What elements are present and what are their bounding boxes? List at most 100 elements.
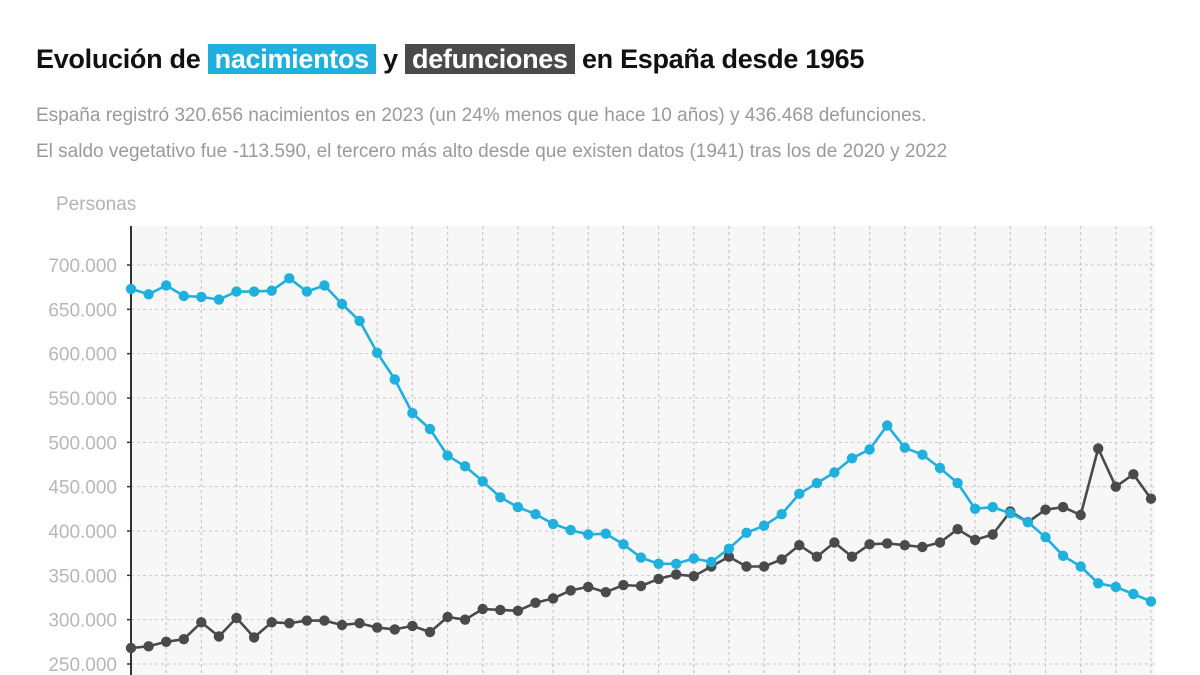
- data-point-nacimientos-1968[interactable]: [178, 290, 189, 302]
- data-point-nacimientos-2005[interactable]: [829, 467, 840, 478]
- data-point-nacimientos-2009[interactable]: [899, 442, 910, 453]
- data-point-nacimientos-2014[interactable]: [987, 501, 998, 513]
- data-point-nacimientos-1997[interactable]: [688, 553, 699, 564]
- data-point-defunciones-1975[interactable]: [301, 615, 313, 626]
- data-point-nacimientos-1994[interactable]: [635, 552, 647, 563]
- data-point-defunciones-1995[interactable]: [653, 573, 664, 585]
- data-point-defunciones-1970[interactable]: [213, 631, 225, 642]
- data-point-defunciones-2009[interactable]: [899, 540, 910, 551]
- data-point-defunciones-2010[interactable]: [917, 541, 928, 553]
- data-point-defunciones-2000[interactable]: [741, 561, 752, 572]
- data-point-defunciones-1986[interactable]: [495, 604, 506, 616]
- data-point-defunciones-2021[interactable]: [1110, 481, 1122, 492]
- data-point-defunciones-1993[interactable]: [618, 579, 629, 591]
- data-point-defunciones-2012[interactable]: [952, 524, 963, 535]
- data-point-nacimientos-1980[interactable]: [389, 374, 400, 385]
- data-point-nacimientos-1974[interactable]: [284, 273, 295, 284]
- data-point-nacimientos-1988[interactable]: [530, 509, 541, 520]
- data-point-defunciones-2011[interactable]: [934, 537, 946, 548]
- data-point-nacimientos-1986[interactable]: [495, 492, 506, 503]
- data-point-defunciones-1974[interactable]: [284, 618, 295, 629]
- data-point-nacimientos-2017[interactable]: [1040, 532, 1051, 543]
- data-point-defunciones-2004[interactable]: [811, 551, 823, 562]
- data-point-defunciones-2001[interactable]: [758, 561, 770, 572]
- data-point-defunciones-1966[interactable]: [143, 641, 154, 652]
- data-point-defunciones-1979[interactable]: [372, 622, 383, 633]
- data-point-defunciones-1977[interactable]: [336, 619, 348, 631]
- data-point-nacimientos-1977[interactable]: [336, 298, 348, 310]
- data-point-defunciones-2005[interactable]: [829, 537, 840, 548]
- data-point-nacimientos-2007[interactable]: [864, 444, 875, 455]
- data-point-nacimientos-1996[interactable]: [671, 558, 682, 569]
- data-point-nacimientos-2022[interactable]: [1128, 588, 1139, 600]
- data-point-defunciones-1972[interactable]: [248, 632, 260, 643]
- data-point-defunciones-2023[interactable]: [1145, 493, 1157, 504]
- data-point-defunciones-1969[interactable]: [196, 617, 207, 628]
- data-point-defunciones-1999[interactable]: [723, 551, 735, 562]
- data-point-defunciones-2008[interactable]: [882, 538, 893, 549]
- data-point-nacimientos-2021[interactable]: [1110, 581, 1122, 593]
- data-point-nacimientos-2008[interactable]: [882, 420, 893, 431]
- data-point-defunciones-2020[interactable]: [1093, 443, 1104, 454]
- data-point-defunciones-2022[interactable]: [1128, 469, 1139, 480]
- data-point-defunciones-1990[interactable]: [565, 585, 576, 596]
- data-point-defunciones-1982[interactable]: [424, 626, 436, 638]
- data-point-defunciones-1984[interactable]: [459, 614, 471, 625]
- data-point-nacimientos-1970[interactable]: [213, 294, 225, 305]
- data-point-nacimientos-1991[interactable]: [583, 529, 594, 540]
- data-point-nacimientos-2018[interactable]: [1057, 550, 1069, 561]
- data-point-defunciones-1973[interactable]: [266, 617, 277, 628]
- data-point-defunciones-2002[interactable]: [776, 554, 787, 565]
- data-point-nacimientos-1982[interactable]: [424, 423, 436, 435]
- data-point-nacimientos-1998[interactable]: [706, 556, 717, 568]
- data-point-nacimientos-1981[interactable]: [407, 407, 418, 419]
- data-point-defunciones-2019[interactable]: [1075, 509, 1086, 521]
- data-point-defunciones-1987[interactable]: [512, 605, 524, 616]
- data-point-nacimientos-2004[interactable]: [811, 477, 823, 489]
- data-point-nacimientos-1985[interactable]: [477, 476, 488, 487]
- data-point-nacimientos-2019[interactable]: [1075, 561, 1086, 572]
- data-point-nacimientos-2015[interactable]: [1005, 508, 1016, 519]
- data-point-nacimientos-1969[interactable]: [196, 291, 207, 303]
- data-point-nacimientos-2003[interactable]: [794, 488, 805, 499]
- data-point-nacimientos-1972[interactable]: [248, 286, 260, 297]
- data-point-nacimientos-1965[interactable]: [125, 283, 137, 295]
- data-point-nacimientos-1989[interactable]: [547, 518, 559, 530]
- data-point-defunciones-1994[interactable]: [635, 580, 647, 592]
- data-point-nacimientos-1984[interactable]: [459, 461, 471, 472]
- data-point-defunciones-2006[interactable]: [846, 551, 858, 562]
- data-point-nacimientos-1995[interactable]: [653, 558, 664, 569]
- data-point-nacimientos-1975[interactable]: [301, 286, 313, 297]
- data-point-nacimientos-2012[interactable]: [952, 477, 963, 489]
- data-point-nacimientos-2000[interactable]: [741, 527, 752, 538]
- data-point-nacimientos-1971[interactable]: [231, 286, 242, 297]
- data-point-nacimientos-2006[interactable]: [846, 453, 858, 464]
- data-point-defunciones-1965[interactable]: [125, 642, 137, 654]
- data-point-nacimientos-2002[interactable]: [776, 509, 787, 520]
- data-point-defunciones-1996[interactable]: [671, 569, 682, 580]
- data-point-defunciones-1971[interactable]: [231, 612, 242, 624]
- data-point-defunciones-1985[interactable]: [477, 603, 488, 615]
- data-point-defunciones-2007[interactable]: [864, 539, 875, 550]
- data-point-defunciones-1980[interactable]: [389, 624, 400, 635]
- data-point-defunciones-1968[interactable]: [178, 634, 189, 645]
- data-point-nacimientos-1983[interactable]: [442, 450, 453, 461]
- data-point-defunciones-2018[interactable]: [1057, 501, 1069, 513]
- data-point-nacimientos-1966[interactable]: [143, 289, 154, 300]
- data-point-defunciones-1981[interactable]: [407, 620, 418, 632]
- data-point-nacimientos-1992[interactable]: [600, 528, 611, 539]
- data-point-nacimientos-2013[interactable]: [969, 503, 981, 514]
- data-point-nacimientos-1987[interactable]: [512, 501, 524, 513]
- data-point-defunciones-1983[interactable]: [442, 611, 453, 623]
- data-point-nacimientos-1990[interactable]: [565, 524, 576, 536]
- data-point-nacimientos-2001[interactable]: [758, 520, 770, 531]
- data-point-nacimientos-1978[interactable]: [354, 315, 365, 327]
- data-point-defunciones-1991[interactable]: [583, 581, 594, 593]
- data-point-defunciones-2003[interactable]: [794, 540, 805, 551]
- data-point-defunciones-1978[interactable]: [354, 618, 365, 629]
- data-point-nacimientos-2011[interactable]: [934, 462, 946, 474]
- data-point-defunciones-1997[interactable]: [688, 571, 699, 582]
- data-point-defunciones-1992[interactable]: [600, 587, 611, 598]
- data-point-defunciones-2014[interactable]: [987, 529, 998, 540]
- data-point-defunciones-1967[interactable]: [161, 636, 172, 647]
